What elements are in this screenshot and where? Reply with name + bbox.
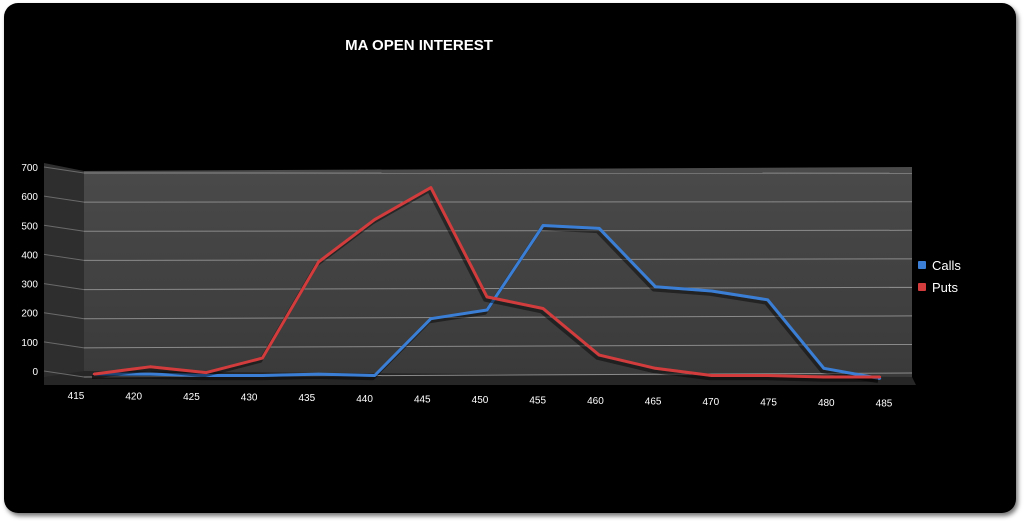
y-tick-label: 400 <box>21 250 38 261</box>
data-point-puts <box>485 295 489 299</box>
x-tick-label: 465 <box>645 397 662 408</box>
data-point-puts <box>766 374 769 377</box>
data-point-puts <box>205 371 208 374</box>
x-tick-label: 430 <box>241 393 258 404</box>
data-point-calls <box>822 367 826 370</box>
side-gridline <box>43 370 85 378</box>
data-point-puts <box>429 186 433 189</box>
data-point-puts <box>148 365 152 368</box>
data-point-calls <box>373 374 376 377</box>
y-tick-label: 200 <box>21 309 38 320</box>
data-point-puts <box>541 307 545 310</box>
legend-item-puts: Puts <box>918 276 961 298</box>
x-tick-label: 440 <box>356 394 373 405</box>
data-point-puts <box>317 260 320 264</box>
x-tick-label: 455 <box>529 395 546 406</box>
data-point-puts <box>261 356 264 360</box>
x-tick-label: 425 <box>183 392 200 403</box>
data-point-calls <box>205 374 208 377</box>
y-tick-label: 600 <box>21 192 38 203</box>
data-point-calls <box>317 372 320 376</box>
legend-swatch-calls <box>918 261 926 269</box>
gridline <box>83 258 913 261</box>
legend-swatch-puts <box>918 283 926 291</box>
data-point-puts <box>598 353 601 357</box>
x-tick-label: 415 <box>68 391 85 402</box>
side-gridline <box>43 195 85 203</box>
side-gridline <box>43 341 85 349</box>
y-tick-label: 300 <box>21 280 38 291</box>
gridline <box>83 229 913 232</box>
y-tick-label: 700 <box>21 163 38 174</box>
side-gridline <box>43 312 85 320</box>
data-point-puts <box>92 372 96 376</box>
legend-item-calls: Calls <box>918 254 961 276</box>
data-point-calls <box>541 224 545 227</box>
data-point-calls <box>261 374 264 377</box>
chart-frame: MA OPEN INTEREST 0 100 200 300 400 500 600 700 … <box>4 3 1016 513</box>
data-point-calls <box>598 227 601 230</box>
side-gridline <box>43 224 85 232</box>
legend: Calls Puts <box>918 254 961 298</box>
back-wall <box>84 167 912 377</box>
legend-label-puts: Puts <box>932 279 959 295</box>
data-point-calls <box>766 298 769 301</box>
line-chart: 0 100 200 300 400 500 600 700 415 420 425 430 435 44… <box>21 163 916 410</box>
x-tick-label: 470 <box>703 397 720 408</box>
gridline <box>83 286 913 291</box>
x-tick-label: 475 <box>760 398 777 409</box>
data-point-puts <box>878 375 882 379</box>
series-shadow-puts <box>91 188 878 382</box>
x-tick-label: 435 <box>299 393 316 404</box>
x-tick-label: 420 <box>125 392 142 403</box>
y-tick-label: 0 <box>32 367 38 378</box>
data-point-calls <box>148 372 152 376</box>
data-point-puts <box>822 375 826 379</box>
side-gridline <box>43 253 85 261</box>
data-point-calls <box>429 317 433 320</box>
data-point-puts <box>373 218 376 221</box>
data-point-puts <box>710 374 713 377</box>
chart-title: MA OPEN INTEREST <box>345 37 493 54</box>
gridline <box>83 343 913 349</box>
series-shadow-calls <box>92 226 879 384</box>
x-tick-label: 485 <box>876 399 893 410</box>
side-wall <box>44 163 84 377</box>
gridline <box>83 315 913 320</box>
data-point-calls <box>654 285 657 288</box>
y-tick-label: 100 <box>21 338 38 349</box>
x-tick-label: 460 <box>587 396 604 407</box>
data-point-calls <box>710 289 713 293</box>
x-tick-label: 450 <box>472 395 489 406</box>
side-gridline <box>43 166 85 174</box>
x-tick-label: 445 <box>414 394 431 405</box>
x-tick-label: 480 <box>818 398 835 409</box>
data-point-calls <box>485 308 489 312</box>
data-point-puts <box>654 367 657 370</box>
y-tick-label: 500 <box>21 221 38 232</box>
legend-label-calls: Calls <box>932 257 961 273</box>
side-gridline <box>43 283 85 291</box>
